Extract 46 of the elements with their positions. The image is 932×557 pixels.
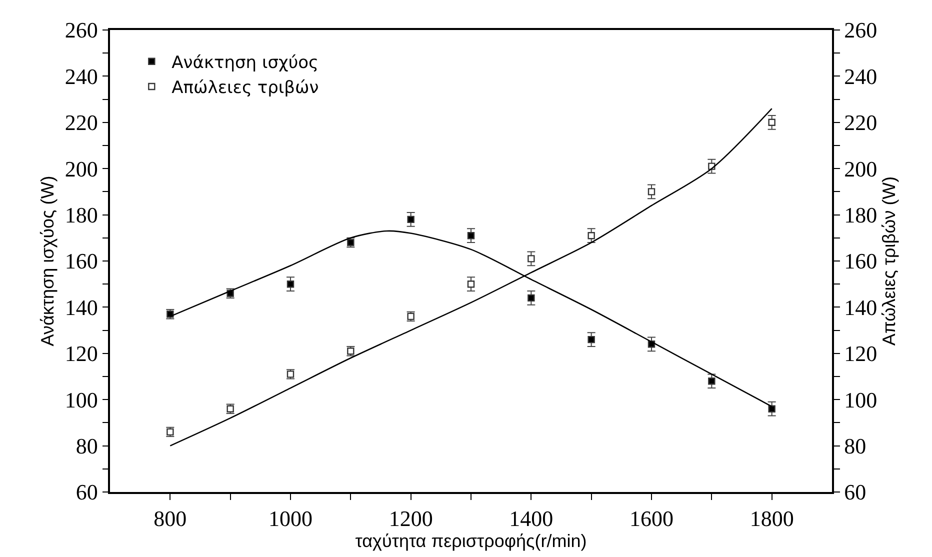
y-tick-label: 160 xyxy=(64,248,98,274)
y-tick-label: 100 xyxy=(64,387,98,412)
x-tick-label: 1400 xyxy=(509,506,554,532)
x-tick-label: 1800 xyxy=(750,506,794,532)
point xyxy=(528,294,535,302)
y-tick-label: 240 xyxy=(64,64,98,89)
y2-tick-label: 260 xyxy=(844,18,878,43)
point xyxy=(648,188,656,196)
point xyxy=(407,216,414,224)
x-tick-label: 800 xyxy=(154,506,187,532)
y-tick-label: 60 xyxy=(76,480,98,505)
legend-label: Ανάκτηση ισχύος xyxy=(172,53,319,74)
y-tick-label: 220 xyxy=(64,110,98,136)
point xyxy=(588,336,595,344)
y-tick-label: 260 xyxy=(64,18,98,43)
x-tick-label: 1000 xyxy=(268,506,312,532)
point xyxy=(768,405,776,412)
y2-axis-title: Απώλειες τριβών (W) xyxy=(878,176,899,346)
y2-tick-label: 180 xyxy=(844,202,878,228)
y2-tick-label: 220 xyxy=(844,110,878,136)
y2-tick-label: 120 xyxy=(844,341,878,366)
y2-tick-label: 160 xyxy=(844,248,878,274)
y-tick-label: 80 xyxy=(76,434,98,458)
point xyxy=(708,378,716,385)
x-tick-label: 1600 xyxy=(630,506,674,532)
y2-tick-label: 240 xyxy=(844,64,878,89)
point xyxy=(467,280,475,288)
y2-tick-label: 200 xyxy=(844,156,878,182)
point xyxy=(768,118,776,126)
y-tick-label: 180 xyxy=(64,202,98,228)
point xyxy=(528,255,535,262)
y-tick-label: 140 xyxy=(64,294,98,320)
point xyxy=(467,232,475,240)
y2-tick-label: 100 xyxy=(844,387,878,412)
point xyxy=(286,280,294,288)
y-axis-title: Ανάκτηση ισχύος (W) xyxy=(38,176,58,346)
legend-label: Απώλειες τριβών xyxy=(172,78,319,98)
point xyxy=(588,232,595,240)
y2-tick-label: 60 xyxy=(844,480,866,505)
line-series xyxy=(170,108,772,446)
x-axis-title: ταχύτητα περιστροφής(r/min) xyxy=(355,531,587,552)
y-tick-label: 200 xyxy=(64,156,98,182)
y-tick-label: 120 xyxy=(64,341,98,366)
y2-tick-label: 140 xyxy=(844,294,878,320)
x-tick-label: 1200 xyxy=(388,506,433,532)
y2-tick-label: 80 xyxy=(844,434,866,458)
